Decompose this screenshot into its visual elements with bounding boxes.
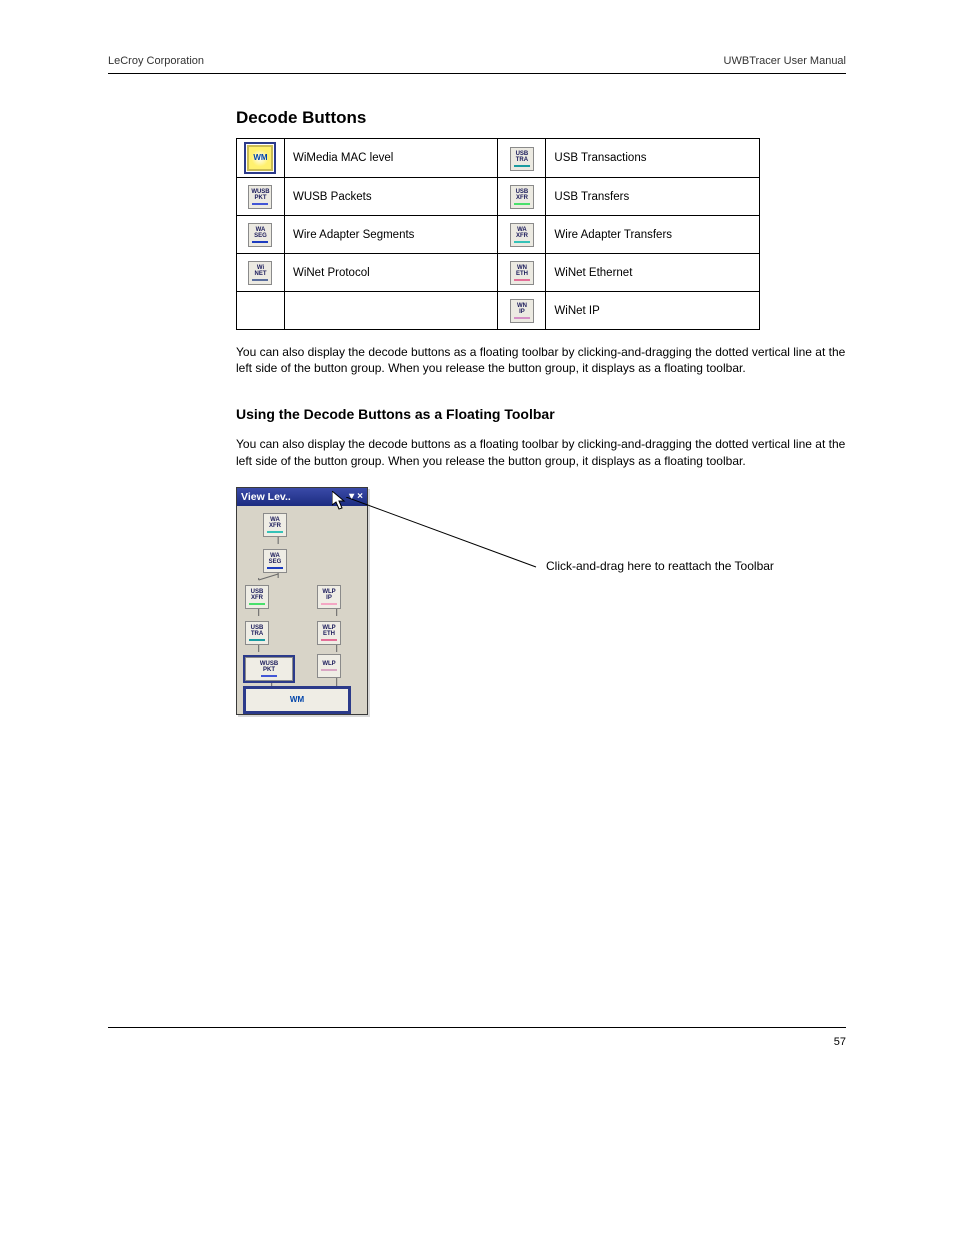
- floating-toolbar-heading: Using the Decode Buttons as a Floating T…: [236, 406, 846, 422]
- decode-buttons-table: WM WiMedia MAC level USBTRA USB Transaction…: [236, 138, 760, 330]
- wnip-icon[interactable]: WNIP: [510, 299, 534, 323]
- table-icon-cell: WNETH: [498, 254, 546, 292]
- floating-toolbar-figure: View Lev.. ▾ ×: [236, 487, 846, 727]
- header-title: UWBTracer User Manual: [724, 55, 846, 67]
- toolbar-node-usb-tra[interactable]: USBTRA: [245, 616, 269, 645]
- table-label-cell: WiNet Protocol: [284, 254, 497, 292]
- toolbar-node-usb-xfr[interactable]: USBXFR: [245, 580, 269, 609]
- header-brand: LeCroy Corporation: [108, 55, 204, 67]
- toolbar-node-wlp-ip[interactable]: WLPIP: [317, 580, 341, 609]
- annotation-text: Click-and-drag here to reattach the Tool…: [546, 559, 776, 573]
- usbxfr-icon[interactable]: USBXFR: [510, 185, 534, 209]
- wneth-icon[interactable]: WNETH: [510, 261, 534, 285]
- paragraph-2: You can also display the decode buttons …: [236, 436, 848, 468]
- header-rule: [108, 73, 846, 74]
- table-label-cell: [284, 292, 497, 330]
- table-label-cell: WiNet Ethernet: [546, 254, 760, 292]
- table-label-cell: Wire Adapter Segments: [284, 216, 497, 254]
- winet-icon[interactable]: WiNET: [248, 261, 272, 285]
- table-icon-cell: USBTRA: [498, 139, 546, 178]
- toolbar-title-text: View Lev..: [241, 491, 291, 503]
- table-label-cell: Wire Adapter Transfers: [546, 216, 760, 254]
- waxfr-icon[interactable]: WAXFR: [510, 223, 534, 247]
- wm-icon[interactable]: WM: [247, 145, 273, 171]
- table-icon-cell: USBXFR: [498, 178, 546, 216]
- toolbar-node-wm[interactable]: WM: [245, 688, 349, 712]
- paragraph-1: You can also display the decode buttons …: [236, 344, 848, 376]
- table-icon-cell: WUSBPKT: [237, 178, 285, 216]
- table-icon-cell: WASEG: [237, 216, 285, 254]
- page-number: 57: [834, 1036, 846, 1048]
- section-title: Decode Buttons: [236, 108, 846, 128]
- annotation-line: [346, 497, 546, 577]
- table-row: WM WiMedia MAC level USBTRA USB Transaction…: [237, 139, 760, 178]
- usbtra-icon[interactable]: USBTRA: [510, 147, 534, 171]
- toolbar-node-wlp[interactable]: WLP: [317, 652, 341, 678]
- table-row: WiNET WiNet Protocol WNETH WiNet Ethernet: [237, 254, 760, 292]
- table-label-cell: USB Transfers: [546, 178, 760, 216]
- toolbar-node-wa-xfr[interactable]: WAXFR: [263, 508, 287, 537]
- table-icon-cell: WNIP: [498, 292, 546, 330]
- waseg-icon[interactable]: WASEG: [248, 223, 272, 247]
- table-label-cell: USB Transactions: [546, 139, 760, 178]
- table-icon-cell: WiNET: [237, 254, 285, 292]
- footer-rule: [108, 1027, 846, 1028]
- table-icon-cell: WM: [237, 139, 285, 178]
- table-row: WASEG Wire Adapter Segments WAXFR Wire Adap…: [237, 216, 760, 254]
- toolbar-node-wa-seg[interactable]: WASEG: [263, 544, 287, 573]
- toolbar-node-wusb-pkt[interactable]: WUSBPKT: [245, 652, 301, 681]
- toolbar-node-wlp-eth[interactable]: WLPETH: [317, 616, 341, 645]
- table-label-cell: WUSB Packets: [284, 178, 497, 216]
- table-icon-cell: [237, 292, 285, 330]
- table-icon-cell: WAXFR: [498, 216, 546, 254]
- table-label-cell: WiMedia MAC level: [284, 139, 497, 178]
- wusbpkt-icon[interactable]: WUSBPKT: [248, 185, 272, 209]
- table-row: WUSBPKT WUSB Packets USBXFR USB Transfers: [237, 178, 760, 216]
- table-row: WNIP WiNet IP: [237, 292, 760, 330]
- table-label-cell: WiNet IP: [546, 292, 760, 330]
